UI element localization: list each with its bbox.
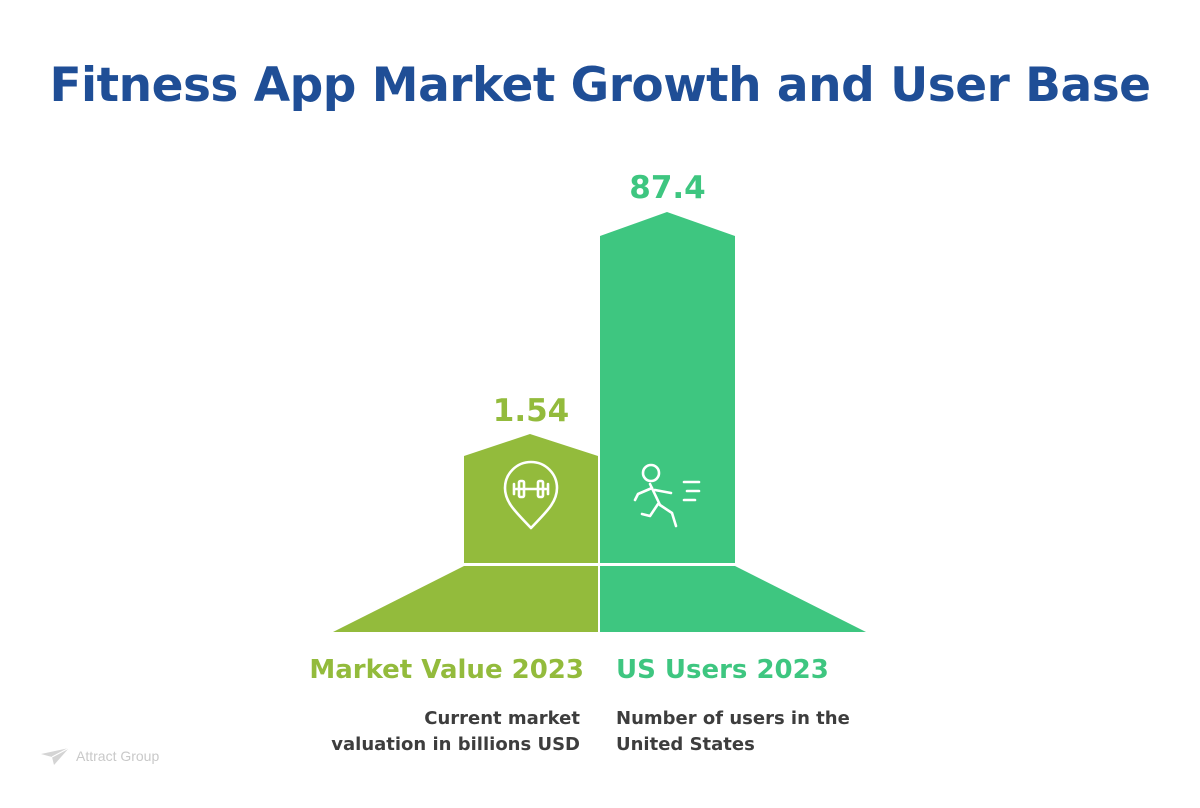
- us-users-number: 87.4: [629, 170, 706, 206]
- us-users-column: [600, 212, 735, 563]
- logo-text: Attract Group: [76, 748, 160, 764]
- running-person-icon: [633, 463, 701, 528]
- market-value-base: [333, 566, 598, 632]
- us-users-description: Number of users in the United States: [616, 708, 850, 755]
- us-users-base: [600, 566, 866, 632]
- market-value-column: [464, 434, 598, 563]
- page-title: Fitness App Market Growth and User Base: [49, 58, 1151, 113]
- paper-plane-icon: [41, 747, 70, 765]
- logo: Attract Group: [40, 746, 159, 766]
- us-users-heading: US Users 2023: [616, 655, 829, 685]
- market-value-description: Current market valuation in billions USD: [331, 708, 580, 755]
- dumbbell-pin-icon: [503, 460, 559, 530]
- market-value-heading: Market Value 2023: [309, 655, 584, 685]
- market-value-number: 1.54: [492, 393, 570, 429]
